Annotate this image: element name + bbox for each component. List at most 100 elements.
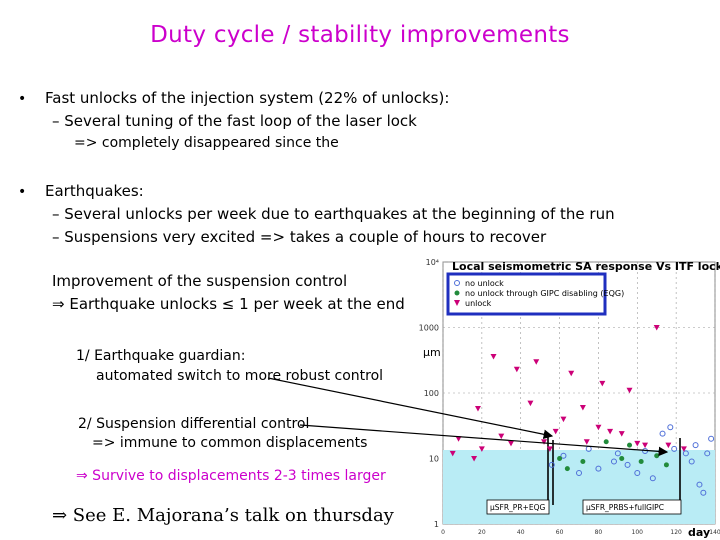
differential-line-1: 2/ Suspension differential control [78, 416, 310, 432]
point-unlock [490, 354, 497, 360]
point-no-unlock [634, 470, 641, 477]
x-tick-label: 140 [709, 529, 720, 536]
point-unlock [583, 439, 590, 445]
point-no-unlock-eqg [619, 456, 625, 461]
y-tick-label: 10⁴ [426, 258, 439, 267]
axis-ticks: 0 20 40 60 80 100 120 140 1 10 100 1000 10⁴ [419, 258, 720, 536]
legend-label-3: unlock [465, 299, 492, 308]
bullet-2-sub-2: – Suspensions very excited => takes a co… [52, 228, 547, 246]
bullet-2-sub-1: – Several unlocks per week due to earthq… [52, 205, 615, 223]
chart-legend [446, 272, 607, 316]
region-label-box-2 [582, 499, 682, 515]
guardian-arrow [267, 377, 554, 440]
x-tick-label: 80 [595, 529, 603, 536]
point-unlock [546, 446, 553, 452]
improvement-line-2: ⇒ Earthquake unlocks ≤ 1 per week at the… [52, 295, 405, 313]
region-label-2: μSFR_PRBS+fullGIPC [586, 503, 664, 512]
x-tick-label: 60 [556, 529, 564, 536]
see-talk-text: ⇒ See E. Majorana’s talk on thursday [52, 505, 394, 526]
point-unlock [599, 380, 606, 387]
point-no-unlock [610, 458, 617, 465]
gridlines [442, 261, 716, 525]
x-tick-label: 20 [478, 529, 486, 536]
point-no-unlock [614, 450, 621, 457]
point-unlock [508, 440, 514, 447]
point-unlock [618, 431, 625, 437]
point-unlock [552, 428, 559, 435]
x-tick-label: 120 [670, 529, 682, 536]
bullet-1-sub-1-cont: => completely disappeared since the [74, 135, 339, 151]
point-unlock [455, 436, 462, 442]
point-no-unlock-eqg [627, 442, 633, 448]
y-tick-label: 10 [429, 455, 439, 464]
region-label-1: μSFR_PR+EQG [490, 503, 545, 512]
point-unlock [527, 400, 534, 407]
point-no-unlock [576, 470, 582, 477]
point-unlock [665, 442, 672, 449]
point-no-unlock [671, 445, 678, 452]
legend-circle-icon [454, 280, 460, 286]
point-no-unlock [708, 435, 715, 442]
x-tick-label: 40 [517, 529, 525, 536]
legend-label-1: no unlock [465, 279, 504, 288]
guardian-line-1: 1/ Earthquake guardian: [76, 348, 246, 364]
point-unlock [653, 325, 660, 331]
point-no-unlock [692, 442, 699, 449]
point-no-unlock-eqg [638, 458, 644, 464]
point-unlock [498, 433, 505, 440]
bullet-2-text: Earthquakes: [45, 182, 144, 200]
point-unlock [533, 359, 540, 365]
point-no-unlock-eqg [603, 439, 609, 445]
point-no-unlock [649, 475, 656, 482]
legend-label-2: no unlock through GIPC disabling (EQG) [465, 289, 624, 298]
point-unlock [478, 446, 485, 452]
point-unlock [680, 446, 687, 452]
point-no-unlock [548, 461, 555, 468]
legend-dot-icon [454, 290, 460, 296]
survive-text: ⇒ Survive to displacements 2-3 times lar… [76, 468, 386, 484]
x-tick-label: 0 [441, 529, 445, 536]
point-no-unlock [595, 465, 602, 472]
differential-arrow [299, 424, 669, 457]
y-tick-label: 1 [434, 520, 439, 529]
point-unlock [568, 370, 575, 377]
point-unlock [634, 440, 641, 447]
y-tick-label: 1000 [419, 324, 439, 333]
y-tick-label: 100 [424, 389, 439, 398]
differential-line-2: => immune to common displacements [92, 435, 368, 451]
bullet-1-text: Fast unlocks of the injection system (22… [45, 89, 450, 107]
point-unlock [579, 405, 586, 411]
point-no-unlock [704, 450, 711, 457]
y-axis-label: μm [423, 346, 441, 359]
data-points [449, 325, 715, 496]
point-no-unlock [682, 450, 689, 457]
point-no-unlock-eqg [663, 462, 669, 468]
point-unlock [471, 456, 478, 462]
point-no-unlock [688, 458, 695, 465]
point-no-unlock-eqg [557, 456, 563, 461]
point-no-unlock [700, 489, 707, 496]
bullet-marker-2: • [18, 184, 27, 200]
point-no-unlock [667, 424, 674, 431]
chart-title: Local seismometric SA response Vs ITF lo… [452, 260, 720, 273]
point-unlock [474, 405, 481, 412]
point-no-unlock-eqg [654, 453, 660, 459]
point-unlock [642, 442, 649, 449]
point-unlock [607, 428, 614, 435]
bullet-1-sub-1: – Several tuning of the fast loop of the… [52, 112, 417, 130]
point-no-unlock [696, 481, 703, 488]
point-unlock [541, 439, 548, 445]
region-label-box-1 [486, 499, 550, 515]
point-no-unlock-eqg [580, 458, 586, 464]
point-unlock [513, 366, 520, 373]
point-unlock [449, 450, 456, 457]
x-axis-label: day [688, 526, 710, 539]
guardian-line-2: automated switch to more robust control [96, 368, 384, 384]
x-tick-label: 100 [632, 529, 644, 536]
point-no-unlock [560, 452, 567, 459]
improvement-line-1: Improvement of the suspension control [52, 272, 348, 290]
point-no-unlock [624, 461, 631, 468]
legend-triangle-icon [454, 300, 460, 306]
point-no-unlock-eqg [564, 466, 570, 472]
